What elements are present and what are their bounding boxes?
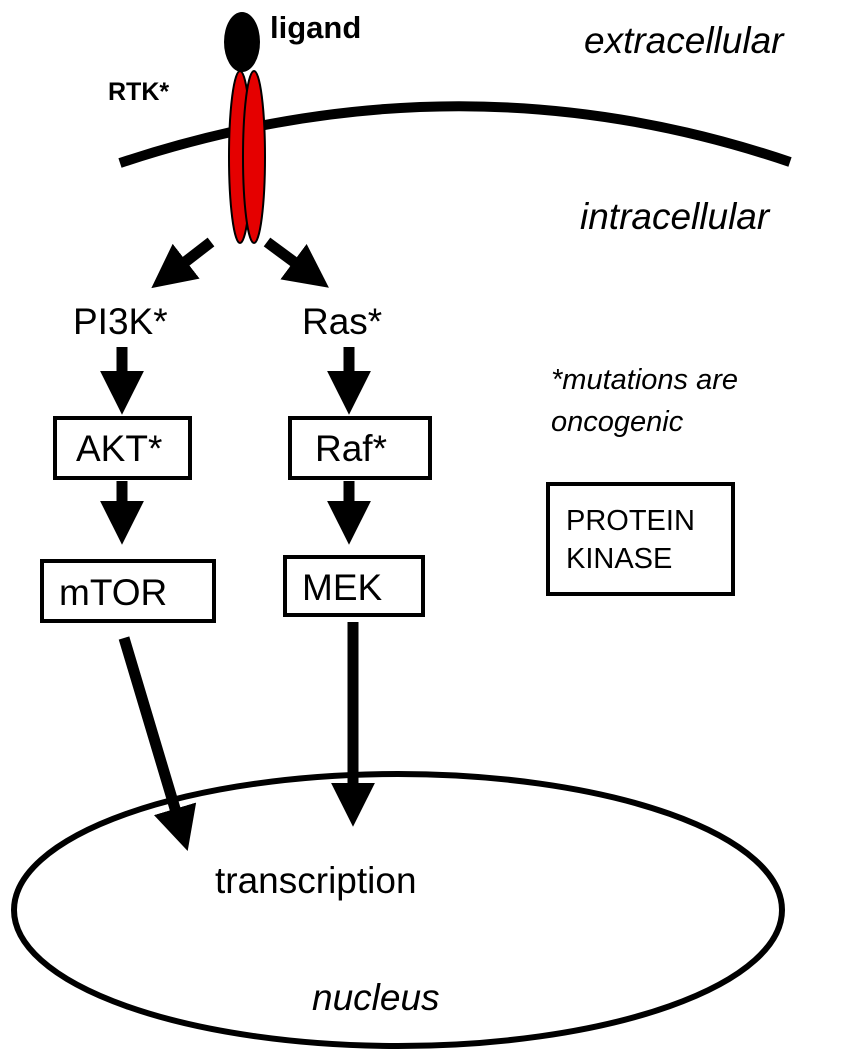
protein-kinase-legend-box (546, 482, 735, 596)
mtor-box (40, 559, 216, 623)
protein-kinase-legend-line2: KINASE (566, 543, 672, 575)
pi3k-label: PI3K* (73, 301, 168, 342)
nucleus-envelope (11, 771, 785, 1049)
cell-membrane (118, 101, 792, 168)
oncogenic-footnote-line1: *mutations are (551, 364, 738, 396)
raf-label: Raf* (315, 428, 387, 469)
ligand-molecule (224, 12, 260, 72)
nucleus-label: nucleus (312, 977, 440, 1018)
extracellular-label: extracellular (584, 20, 785, 61)
intracellular-label: intracellular (580, 196, 771, 237)
ras-label: Ras* (302, 301, 382, 342)
akt-box (53, 416, 192, 480)
akt-label: AKT* (76, 428, 162, 469)
mtor-label: mTOR (59, 572, 167, 613)
mek-label: MEK (302, 567, 383, 608)
oncogenic-footnote-line2: oncogenic (551, 406, 684, 438)
raf-box (288, 416, 432, 480)
rtk-receptor-right-chain (242, 70, 266, 244)
transcription-label: transcription (215, 860, 417, 901)
rtk-receptor (228, 70, 266, 244)
arrow-rtk-to-ras (263, 237, 329, 288)
protein-kinase-legend-line1: PROTEIN (566, 505, 695, 537)
ligand-label: ligand (270, 10, 361, 45)
mek-box (283, 555, 425, 617)
arrow-rtk-to-pi3k (151, 237, 215, 289)
rtk-label: RTK* (108, 78, 169, 106)
